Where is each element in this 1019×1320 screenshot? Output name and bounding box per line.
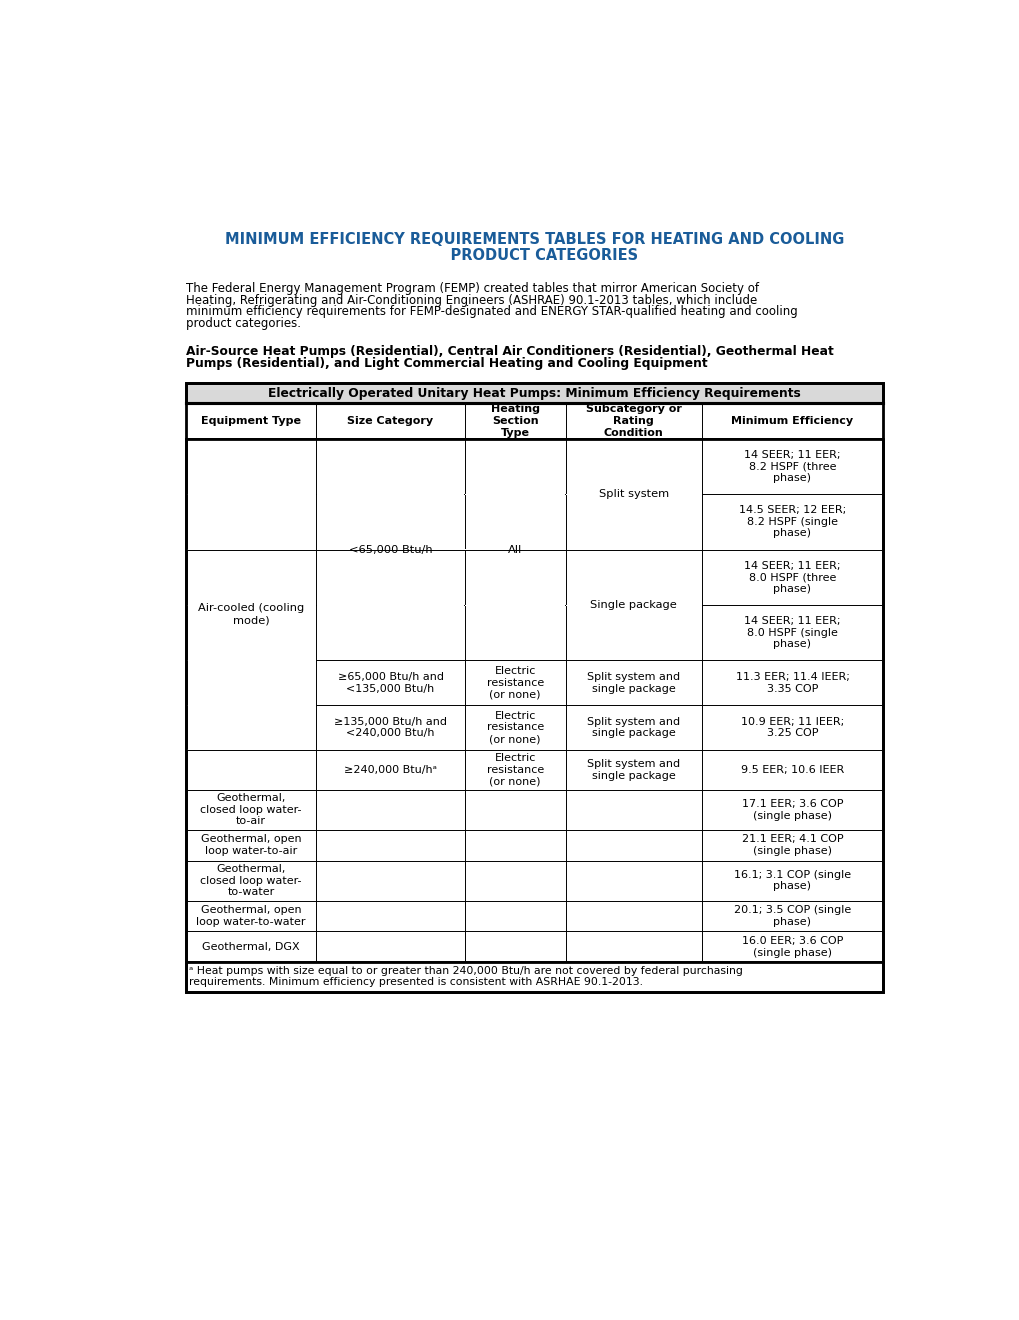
Text: Single package: Single package: [590, 601, 677, 610]
Bar: [185, 438, 882, 962]
Text: Electric
resistance
(or none): Electric resistance (or none): [486, 754, 543, 787]
Text: Split system and
single package: Split system and single package: [587, 759, 680, 780]
Text: Split system: Split system: [598, 490, 668, 499]
Text: ≥240,000 Btu/hᵃ: ≥240,000 Btu/hᵃ: [343, 764, 436, 775]
Text: Subcategory or
Rating
Condition: Subcategory or Rating Condition: [585, 404, 681, 437]
Text: Minimum Efficiency: Minimum Efficiency: [731, 416, 853, 426]
Text: Air-Source Heat Pumps (Residential), Central Air Conditioners (Residential), Geo: Air-Source Heat Pumps (Residential), Cen…: [185, 345, 833, 358]
Text: 10.9 EER; 11 IEER;
3.25 COP: 10.9 EER; 11 IEER; 3.25 COP: [740, 717, 844, 738]
Text: Equipment Type: Equipment Type: [201, 416, 301, 426]
Text: 11.3 EER; 11.4 IEER;
3.35 COP: 11.3 EER; 11.4 IEER; 3.35 COP: [735, 672, 849, 693]
Text: Split system and
single package: Split system and single package: [587, 672, 680, 693]
Text: Geothermal, open
loop water-to-air: Geothermal, open loop water-to-air: [201, 834, 301, 857]
Text: Air-cooled (cooling
mode): Air-cooled (cooling mode): [198, 603, 304, 626]
Text: Geothermal,
closed loop water-
to-water: Geothermal, closed loop water- to-water: [200, 865, 302, 898]
Text: 16.1; 3.1 COP (single
phase): 16.1; 3.1 COP (single phase): [733, 870, 850, 891]
Text: 14.5 SEER; 12 EER;
8.2 HSPF (single
phase): 14.5 SEER; 12 EER; 8.2 HSPF (single phas…: [738, 506, 845, 539]
Text: Electric
resistance
(or none): Electric resistance (or none): [486, 667, 543, 700]
Text: Geothermal,
closed loop water-
to-air: Geothermal, closed loop water- to-air: [200, 793, 302, 826]
Text: minimum efficiency requirements for FEMP-designated and ENERGY STAR-qualified he: minimum efficiency requirements for FEMP…: [185, 305, 797, 318]
Bar: [185, 383, 882, 404]
Text: 9.5 EER; 10.6 IEER: 9.5 EER; 10.6 IEER: [740, 764, 844, 775]
Text: <65,000 Btu/h: <65,000 Btu/h: [348, 545, 432, 554]
Text: 16.0 EER; 3.6 COP
(single phase): 16.0 EER; 3.6 COP (single phase): [741, 936, 843, 958]
Text: PRODUCT CATEGORIES: PRODUCT CATEGORIES: [430, 248, 638, 264]
Text: All: All: [507, 545, 522, 554]
Text: Pumps (Residential), and Light Commercial Heating and Cooling Equipment: Pumps (Residential), and Light Commercia…: [185, 358, 706, 370]
Text: Heating
Section
Type: Heating Section Type: [490, 404, 539, 437]
Text: The Federal Energy Management Program (FEMP) created tables that mirror American: The Federal Energy Management Program (F…: [185, 281, 758, 294]
Text: 21.1 EER; 4.1 COP
(single phase): 21.1 EER; 4.1 COP (single phase): [741, 834, 843, 857]
Bar: [185, 404, 882, 438]
Text: Split system and
single package: Split system and single package: [587, 717, 680, 738]
Text: ≥135,000 Btu/h and
<240,000 Btu/h: ≥135,000 Btu/h and <240,000 Btu/h: [333, 717, 446, 738]
Text: 14 SEER; 11 EER;
8.2 HSPF (three
phase): 14 SEER; 11 EER; 8.2 HSPF (three phase): [744, 450, 840, 483]
Text: 20.1; 3.5 COP (single
phase): 20.1; 3.5 COP (single phase): [733, 906, 850, 927]
Bar: [185, 962, 882, 991]
Text: Electric
resistance
(or none): Electric resistance (or none): [486, 711, 543, 744]
Text: MINIMUM EFFICIENCY REQUIREMENTS TABLES FOR HEATING AND COOLING: MINIMUM EFFICIENCY REQUIREMENTS TABLES F…: [224, 231, 844, 247]
Text: 14 SEER; 11 EER;
8.0 HSPF (single
phase): 14 SEER; 11 EER; 8.0 HSPF (single phase): [744, 616, 840, 649]
Text: 17.1 EER; 3.6 COP
(single phase): 17.1 EER; 3.6 COP (single phase): [741, 799, 843, 821]
Text: ᵃ Heat pumps with size equal to or greater than 240,000 Btu/h are not covered by: ᵃ Heat pumps with size equal to or great…: [189, 966, 742, 975]
Text: Heating, Refrigerating and Air-Conditioning Engineers (ASHRAE) 90.1-2013 tables,: Heating, Refrigerating and Air-Condition…: [185, 293, 756, 306]
Text: product categories.: product categories.: [185, 317, 301, 330]
Text: Geothermal, open
loop water-to-water: Geothermal, open loop water-to-water: [196, 906, 306, 927]
Bar: [185, 383, 882, 991]
Text: requirements. Minimum efficiency presented is consistent with ASRHAE 90.1-2013.: requirements. Minimum efficiency present…: [189, 977, 642, 987]
Text: ≥65,000 Btu/h and
<135,000 Btu/h: ≥65,000 Btu/h and <135,000 Btu/h: [337, 672, 443, 693]
Text: 14 SEER; 11 EER;
8.0 HSPF (three
phase): 14 SEER; 11 EER; 8.0 HSPF (three phase): [744, 561, 840, 594]
Text: Electrically Operated Unitary Heat Pumps: Minimum Efficiency Requirements: Electrically Operated Unitary Heat Pumps…: [268, 387, 800, 400]
Text: Geothermal, DGX: Geothermal, DGX: [202, 942, 300, 952]
Text: Size Category: Size Category: [347, 416, 433, 426]
